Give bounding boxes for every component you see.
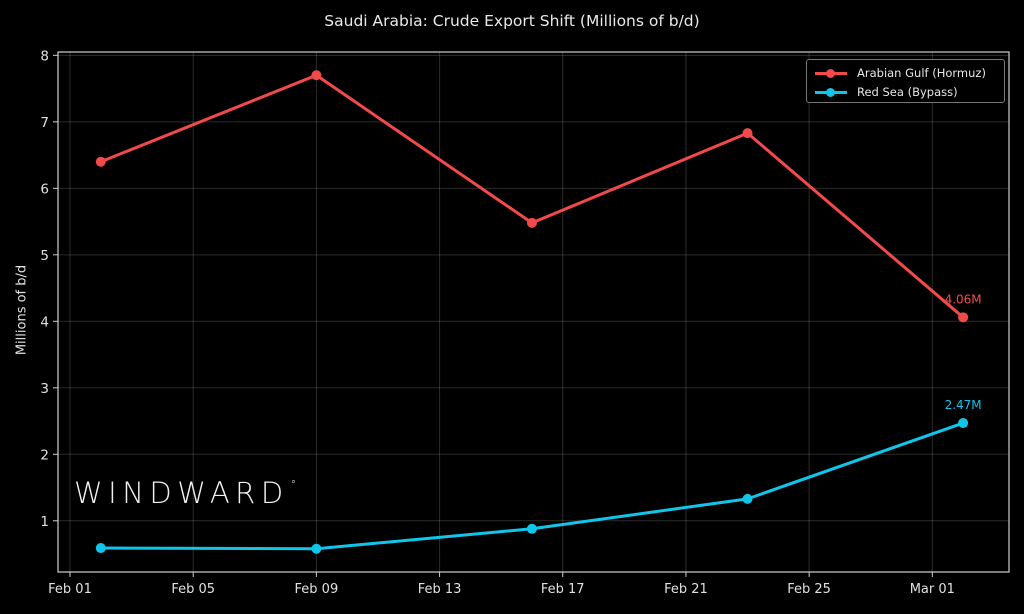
data-point	[742, 493, 753, 504]
y-tick-label: 2	[40, 447, 49, 463]
y-tick-label: 1	[40, 514, 49, 530]
data-point	[526, 217, 537, 228]
grid-lines	[58, 52, 1009, 572]
legend-item-arabian-gulf: Arabian Gulf (Hormuz)	[815, 64, 986, 82]
data-point	[311, 543, 322, 554]
x-tick-label: Mar 01	[910, 582, 955, 597]
data-point	[95, 543, 106, 554]
x-tick-label: Feb 25	[787, 582, 831, 597]
y-tick-label: 7	[40, 115, 49, 131]
axis-ticks: 1 2 3 4 5 6 7 8 Feb 01 Feb 05 Feb 09 Feb 13 Feb 17 Fe…	[40, 48, 955, 597]
legend-label: Arabian Gulf (Hormuz)	[857, 66, 986, 80]
series-line	[100, 73, 965, 319]
x-tick-label: Feb 09	[295, 582, 339, 597]
x-tick-label: Feb 01	[48, 582, 92, 597]
x-tick-label: Feb 17	[541, 582, 585, 597]
legend: Arabian Gulf (Hormuz) Red Sea (Bypass)	[806, 59, 1005, 103]
watermark-text: WINDWARD	[74, 476, 289, 510]
y-tick-label: 6	[40, 181, 49, 197]
y-tick-label: 4	[40, 314, 49, 330]
x-tick-label: Feb 05	[171, 582, 215, 597]
data-point	[311, 70, 322, 81]
legend-line-marker-icon	[815, 66, 847, 80]
x-tick-label: Feb 13	[418, 582, 462, 597]
data-point	[742, 128, 753, 139]
x-tick-label: Feb 21	[664, 582, 708, 597]
y-tick-label: 3	[40, 381, 49, 397]
data-point	[95, 156, 106, 167]
end-value-label: 2.47M	[945, 398, 982, 412]
data-point	[958, 418, 969, 429]
plot-frame	[57, 51, 1010, 573]
data-point	[526, 523, 537, 534]
chart-title: Saudi Arabia: Crude Export Shift (Millio…	[324, 12, 700, 30]
data-series: 4.06M 2.47M	[95, 70, 982, 554]
data-point	[958, 312, 969, 323]
watermark-mark: °	[290, 478, 297, 491]
windward-logo: WINDWARD °	[74, 476, 296, 510]
legend-label: Red Sea (Bypass)	[857, 85, 958, 99]
y-tick-label: 8	[40, 48, 49, 64]
y-tick-label: 5	[40, 248, 49, 264]
legend-item-red-sea: Red Sea (Bypass)	[815, 83, 958, 101]
legend-line-marker-icon	[815, 85, 847, 99]
end-value-label: 4.06M	[945, 292, 982, 306]
